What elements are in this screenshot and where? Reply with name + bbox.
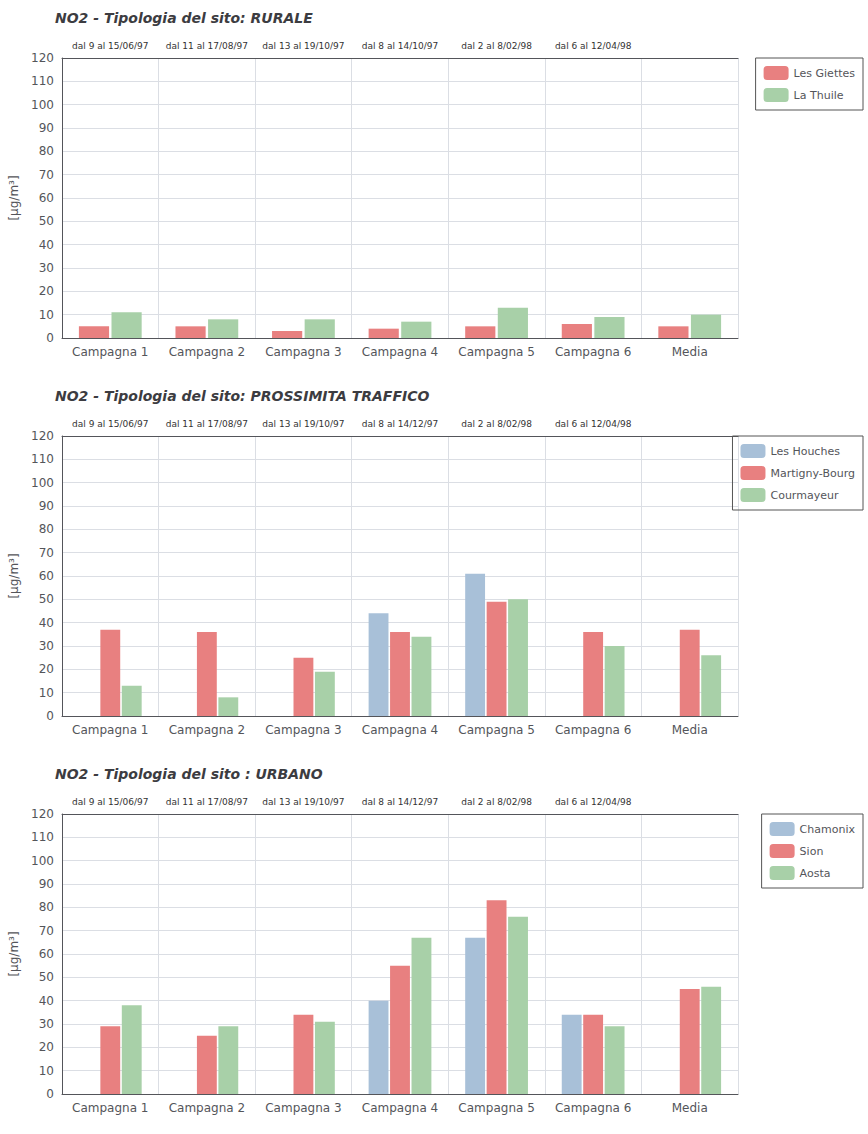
svg-text:Campagna 3: Campagna 3 bbox=[265, 345, 341, 359]
svg-text:0: 0 bbox=[46, 1087, 54, 1101]
svg-text:20: 20 bbox=[39, 1040, 54, 1054]
svg-text:Les Giettes: Les Giettes bbox=[794, 67, 856, 80]
svg-text:Campagna 6: Campagna 6 bbox=[555, 723, 631, 737]
svg-text:10: 10 bbox=[39, 1064, 54, 1078]
svg-text:40: 40 bbox=[39, 994, 54, 1008]
svg-text:90: 90 bbox=[39, 121, 54, 135]
svg-text:90: 90 bbox=[39, 877, 54, 891]
svg-text:dal 6 al 12/04/98: dal 6 al 12/04/98 bbox=[555, 419, 632, 429]
svg-text:70: 70 bbox=[39, 924, 54, 938]
svg-text:50: 50 bbox=[39, 970, 54, 984]
svg-text:[μg/m³]: [μg/m³] bbox=[7, 931, 21, 976]
svg-text:40: 40 bbox=[39, 616, 54, 630]
svg-text:dal 9 al 15/06/97: dal 9 al 15/06/97 bbox=[72, 419, 148, 429]
svg-text:Media: Media bbox=[672, 1101, 708, 1115]
svg-text:Campagna 4: Campagna 4 bbox=[362, 723, 438, 737]
svg-text:40: 40 bbox=[39, 238, 54, 252]
svg-text:NO2 - Tipologia del sito: RURA: NO2 - Tipologia del sito: RURALE bbox=[55, 10, 313, 26]
svg-text:90: 90 bbox=[39, 499, 54, 513]
svg-text:20: 20 bbox=[39, 662, 54, 676]
svg-text:Martigny-Bourg: Martigny-Bourg bbox=[770, 467, 855, 480]
svg-text:dal 11 al 17/08/97: dal 11 al 17/08/97 bbox=[166, 797, 248, 807]
svg-text:Campagna 3: Campagna 3 bbox=[265, 1101, 341, 1115]
svg-text:[μg/m³]: [μg/m³] bbox=[7, 553, 21, 598]
svg-text:30: 30 bbox=[39, 1017, 54, 1031]
svg-text:Media: Media bbox=[672, 345, 708, 359]
svg-text:dal 13 al 19/10/97: dal 13 al 19/10/97 bbox=[262, 41, 344, 51]
svg-text:dal 9 al 15/06/97: dal 9 al 15/06/97 bbox=[72, 797, 148, 807]
svg-text:100: 100 bbox=[31, 854, 54, 868]
svg-text:Aosta: Aosta bbox=[800, 867, 831, 880]
svg-text:Campagna 3: Campagna 3 bbox=[265, 723, 341, 737]
svg-text:Campagna 5: Campagna 5 bbox=[458, 1101, 534, 1115]
svg-text:Campagna 1: Campagna 1 bbox=[72, 1101, 148, 1115]
svg-text:Campagna 6: Campagna 6 bbox=[555, 1101, 631, 1115]
svg-text:120: 120 bbox=[31, 429, 54, 443]
svg-text:110: 110 bbox=[31, 830, 54, 844]
svg-text:Campagna 2: Campagna 2 bbox=[169, 723, 245, 737]
svg-text:dal 8 al 14/12/97: dal 8 al 14/12/97 bbox=[362, 419, 438, 429]
svg-text:80: 80 bbox=[39, 522, 54, 536]
svg-text:Campagna 4: Campagna 4 bbox=[362, 1101, 438, 1115]
svg-text:30: 30 bbox=[39, 639, 54, 653]
svg-text:60: 60 bbox=[39, 947, 54, 961]
svg-text:NO2 - Tipologia del sito: PROS: NO2 - Tipologia del sito: PROSSIMITA TRA… bbox=[55, 388, 429, 404]
svg-text:120: 120 bbox=[31, 807, 54, 821]
svg-text:dal 8 al 14/10/97: dal 8 al 14/10/97 bbox=[362, 41, 438, 51]
svg-text:80: 80 bbox=[39, 900, 54, 914]
svg-text:Chamonix: Chamonix bbox=[800, 823, 856, 836]
svg-text:dal 2 al 8/02/98: dal 2 al 8/02/98 bbox=[461, 419, 532, 429]
svg-text:Campagna 1: Campagna 1 bbox=[72, 723, 148, 737]
svg-text:120: 120 bbox=[31, 51, 54, 65]
svg-text:Campagna 1: Campagna 1 bbox=[72, 345, 148, 359]
svg-text:60: 60 bbox=[39, 191, 54, 205]
svg-text:dal 13 al 19/10/97: dal 13 al 19/10/97 bbox=[262, 419, 344, 429]
svg-text:La Thuile: La Thuile bbox=[794, 89, 844, 102]
svg-text:0: 0 bbox=[46, 709, 54, 723]
svg-text:110: 110 bbox=[31, 452, 54, 466]
svg-text:20: 20 bbox=[39, 284, 54, 298]
svg-text:dal 9 al 15/06/97: dal 9 al 15/06/97 bbox=[72, 41, 148, 51]
svg-text:Campagna 5: Campagna 5 bbox=[458, 345, 534, 359]
svg-text:dal 6 al 12/04/98: dal 6 al 12/04/98 bbox=[555, 797, 632, 807]
svg-text:70: 70 bbox=[39, 168, 54, 182]
svg-text:dal 2 al 8/02/98: dal 2 al 8/02/98 bbox=[461, 41, 532, 51]
svg-text:dal 8 al 14/12/97: dal 8 al 14/12/97 bbox=[362, 797, 438, 807]
svg-text:10: 10 bbox=[39, 686, 54, 700]
svg-text:80: 80 bbox=[39, 144, 54, 158]
svg-text:Media: Media bbox=[672, 723, 708, 737]
svg-text:dal 13 al 19/10/97: dal 13 al 19/10/97 bbox=[262, 797, 344, 807]
svg-text:100: 100 bbox=[31, 98, 54, 112]
svg-text:Campagna 4: Campagna 4 bbox=[362, 345, 438, 359]
svg-text:dal 6 al 12/04/98: dal 6 al 12/04/98 bbox=[555, 41, 632, 51]
svg-text:10: 10 bbox=[39, 308, 54, 322]
svg-text:110: 110 bbox=[31, 74, 54, 88]
svg-text:Campagna 5: Campagna 5 bbox=[458, 723, 534, 737]
svg-text:30: 30 bbox=[39, 261, 54, 275]
svg-text:dal 2 al 8/02/98: dal 2 al 8/02/98 bbox=[461, 797, 532, 807]
svg-text:dal 11 al 17/08/97: dal 11 al 17/08/97 bbox=[166, 419, 248, 429]
svg-text:Courmayeur: Courmayeur bbox=[770, 489, 838, 502]
svg-text:50: 50 bbox=[39, 214, 54, 228]
svg-text:Campagna 6: Campagna 6 bbox=[555, 345, 631, 359]
svg-text:0: 0 bbox=[46, 331, 54, 345]
svg-text:Campagna 2: Campagna 2 bbox=[169, 1101, 245, 1115]
svg-text:dal 11 al 17/08/97: dal 11 al 17/08/97 bbox=[166, 41, 248, 51]
svg-text:60: 60 bbox=[39, 569, 54, 583]
svg-text:Campagna 2: Campagna 2 bbox=[169, 345, 245, 359]
svg-text:Sion: Sion bbox=[800, 845, 824, 858]
svg-text:NO2 - Tipologia del sito : URB: NO2 - Tipologia del sito : URBANO bbox=[55, 766, 323, 782]
svg-text:50: 50 bbox=[39, 592, 54, 606]
svg-text:70: 70 bbox=[39, 546, 54, 560]
svg-text:[μg/m³]: [μg/m³] bbox=[7, 175, 21, 220]
svg-text:Les Houches: Les Houches bbox=[770, 445, 840, 458]
svg-text:100: 100 bbox=[31, 476, 54, 490]
